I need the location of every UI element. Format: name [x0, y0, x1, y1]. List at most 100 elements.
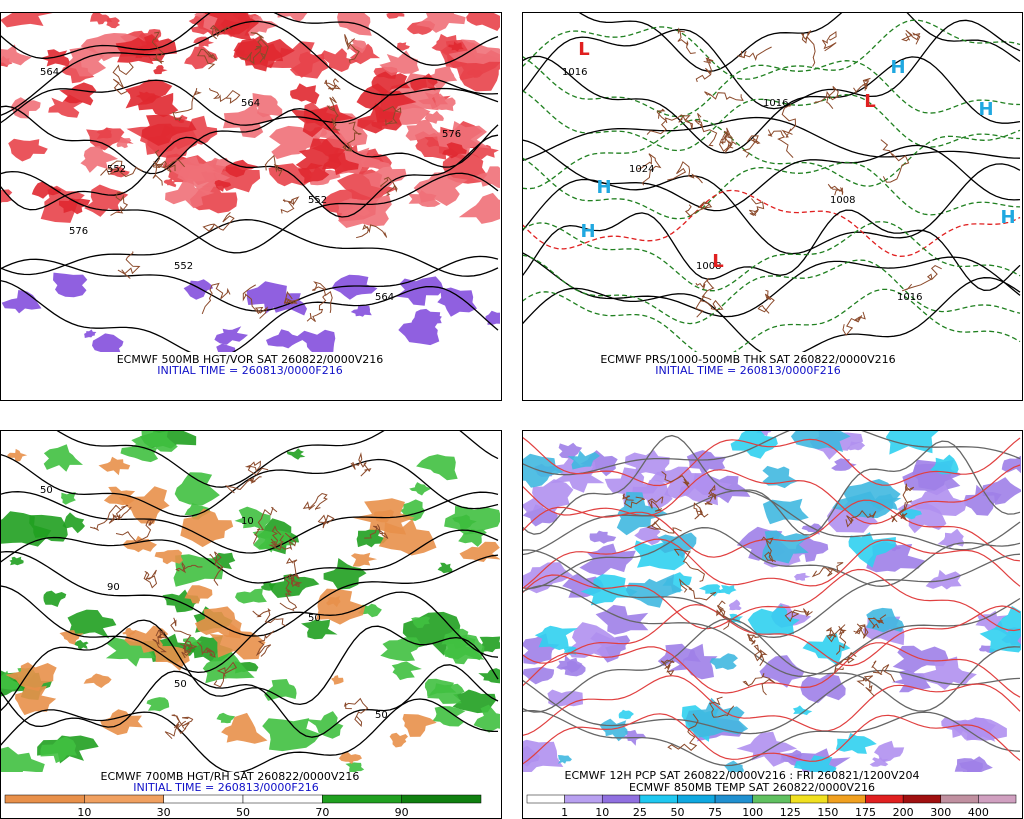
- colorbar-segment: [401, 794, 482, 804]
- contour: [56, 431, 499, 488]
- shaded-field: [371, 71, 411, 96]
- boundary: [89, 504, 129, 531]
- boundary: [737, 46, 772, 61]
- boundary: [196, 641, 216, 658]
- boundary: [677, 27, 696, 55]
- shaded-field: [235, 588, 267, 604]
- boundary: [201, 282, 231, 315]
- shaded-field: [679, 473, 732, 506]
- temp-contour: [523, 568, 1021, 632]
- boundary: [646, 518, 682, 534]
- temp-contour: [523, 499, 1021, 562]
- shaded-field: [90, 13, 113, 25]
- shaded-field: [83, 673, 112, 688]
- shaded-field: [599, 718, 628, 742]
- thickness-contour: [523, 157, 1021, 220]
- colorbar-segment: [752, 794, 791, 804]
- contour: [1, 105, 499, 175]
- contour-label: 552: [107, 164, 126, 175]
- boundary: [264, 154, 284, 177]
- shaded-field: [794, 535, 829, 562]
- shaded-field: [793, 572, 811, 581]
- contour: [523, 19, 1021, 110]
- shaded-field: [80, 146, 118, 173]
- shaded-field: [718, 585, 737, 595]
- contour: [523, 527, 1021, 590]
- initial-time: INITIAL TIME = 260813/0000F216: [157, 364, 342, 377]
- boundary: [176, 716, 194, 735]
- contour: [1, 255, 499, 312]
- shaded-field: [432, 706, 466, 727]
- boundary: [250, 32, 269, 63]
- colorbar-label: 175: [855, 806, 876, 819]
- colorbar-label: 90: [395, 806, 409, 819]
- shaded-field: [153, 646, 190, 671]
- shaded-field: [747, 604, 800, 635]
- shaded-field: [131, 431, 178, 452]
- caption: ECMWF 700MB HGT/RH SAT 260822/0000V216: [101, 770, 360, 783]
- boundary: [901, 29, 921, 45]
- shaded-field: [58, 198, 91, 215]
- boundary: [664, 114, 693, 130]
- pressure-center: H: [596, 177, 611, 198]
- colorbar-label: 400: [968, 806, 989, 819]
- shaded-field: [909, 484, 967, 516]
- shaded-field: [1, 290, 42, 314]
- colorbar-label: 50: [236, 806, 250, 819]
- contour-label: 552: [174, 261, 193, 272]
- shaded-field: [730, 431, 778, 459]
- colorbar-label: 1: [561, 806, 568, 819]
- boundary: [695, 56, 714, 83]
- shaded-field: [891, 669, 931, 693]
- shaded-field: [363, 161, 407, 188]
- shaded-field: [792, 705, 813, 716]
- shaded-field: [1, 746, 45, 772]
- boundary: [115, 519, 155, 543]
- shaded-field: [135, 91, 156, 102]
- pressure-center: L: [578, 39, 589, 60]
- boundary: [716, 600, 731, 630]
- boundary: [704, 91, 744, 102]
- colorbar-segment: [4, 794, 85, 804]
- contour-label: 10: [241, 516, 254, 527]
- shaded-field: [427, 683, 465, 704]
- boundary: [170, 617, 193, 653]
- shaded-field: [442, 152, 488, 184]
- boundary: [268, 532, 297, 551]
- boundary: [209, 551, 225, 586]
- contour-label: 552: [308, 195, 327, 206]
- shaded-field: [866, 607, 905, 633]
- colorbar-segment: [564, 794, 603, 804]
- shaded-field: [567, 450, 600, 470]
- shaded-field: [580, 574, 638, 606]
- shaded-field: [485, 310, 500, 325]
- contour-label: 576: [69, 226, 88, 237]
- shaded-field: [326, 596, 341, 608]
- boundary: [152, 149, 164, 186]
- boundary: [196, 48, 218, 70]
- boundary: [311, 281, 333, 313]
- shaded-field: [209, 622, 266, 660]
- boundary: [306, 294, 327, 322]
- thickness-contour: [523, 288, 1021, 352]
- boundary: [647, 496, 664, 512]
- shaded-field: [233, 36, 295, 69]
- shaded-field: [163, 178, 178, 188]
- shaded-field: [43, 590, 67, 607]
- temp-contour: [523, 603, 1021, 667]
- shaded-field: [523, 562, 573, 594]
- shaded-field: [709, 653, 738, 670]
- boundary: [172, 87, 202, 122]
- contour: [523, 163, 1021, 255]
- shaded-field: [286, 448, 306, 460]
- shaded-field: [146, 697, 170, 712]
- temp-contour: [523, 713, 1021, 765]
- shaded-field: [15, 685, 57, 716]
- shaded-field: [53, 272, 88, 298]
- boundary: [660, 659, 675, 676]
- shaded-field: [222, 350, 226, 352]
- shaded-field: [604, 467, 659, 507]
- shaded-field: [478, 668, 500, 684]
- colorbar-label: 50: [670, 806, 684, 819]
- boundary: [208, 87, 241, 104]
